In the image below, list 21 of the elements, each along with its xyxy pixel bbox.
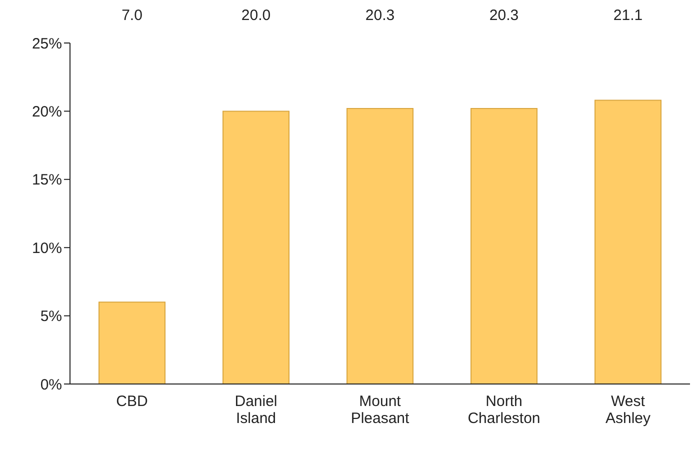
bar	[594, 100, 662, 384]
y-tick-label: 5%	[40, 308, 62, 326]
text: 20.0	[241, 7, 271, 24]
text: 7.0	[122, 7, 142, 24]
bar	[98, 302, 166, 384]
text: 20.3	[489, 7, 519, 24]
text: 21.1	[613, 7, 643, 24]
y-tick-label: 15%	[32, 172, 62, 189]
y-tick-label: 25%	[32, 35, 62, 52]
x-tick-label: West Ashley	[605, 393, 652, 427]
bar	[470, 108, 538, 384]
x-tick-label: CBD	[116, 393, 148, 410]
y-tick-label: 10%	[32, 240, 62, 257]
y-tick-label: 0%	[40, 376, 62, 394]
bar	[346, 108, 414, 384]
x-tick-label: Mount Pleasant	[350, 393, 410, 427]
bar	[222, 110, 290, 384]
y-tick-label: 20%	[32, 104, 62, 121]
text: 20.3	[365, 7, 395, 24]
x-tick-label: Daniel Island	[234, 393, 278, 427]
x-tick-label: North Charleston	[468, 393, 540, 427]
